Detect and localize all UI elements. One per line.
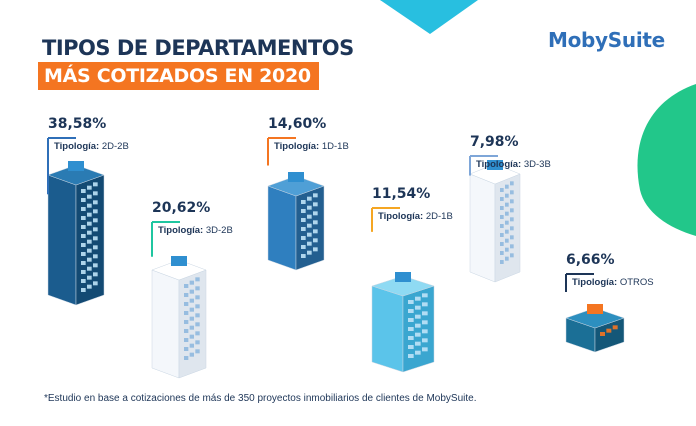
category-label-3D-3B: Tipología: 3D-3B — [476, 159, 551, 170]
category-label-3D-2B: Tipología: 3D-2B — [158, 225, 233, 236]
chart-title-line2: MÁS COTIZADOS EN 2020 — [38, 62, 319, 90]
value-label-2D-2B: 38,58% — [48, 116, 107, 132]
right-green-shape — [637, 84, 696, 236]
category-label-2D-1B: Tipología: 2D-1B — [378, 211, 453, 222]
bar-building-3D-3B — [469, 160, 521, 283]
value-label-1D-1B: 14,60% — [268, 116, 327, 132]
footnote: *Estudio en base a cotizaciones de más d… — [44, 393, 477, 404]
category-label-OTROS: Tipología: OTROS — [572, 277, 654, 288]
top-teal-shape — [380, 0, 478, 34]
category-label-1D-1B: Tipología: 1D-1B — [274, 141, 349, 152]
bar-building-3D-2B — [151, 256, 207, 379]
bar-building-OTROS — [565, 304, 625, 353]
bar-building-2D-1B — [371, 272, 435, 373]
bar-building-1D-1B — [267, 172, 325, 271]
value-label-3D-3B: 7,98% — [470, 134, 519, 150]
logo-text-moby: Moby — [548, 28, 608, 52]
category-label-2D-2B: Tipología: 2D-2B — [54, 141, 129, 152]
value-label-3D-2B: 20,62% — [152, 200, 211, 216]
mobysuite-logo: MobySuite — [548, 28, 665, 52]
value-label-2D-1B: 11,54% — [372, 186, 431, 202]
logo-text-suite: Suite — [607, 28, 665, 52]
chart-title-line1: TIPOS DE DEPARTAMENTOS — [42, 36, 354, 60]
bar-building-2D-2B — [47, 161, 105, 306]
value-label-OTROS: 6,66% — [566, 252, 615, 268]
